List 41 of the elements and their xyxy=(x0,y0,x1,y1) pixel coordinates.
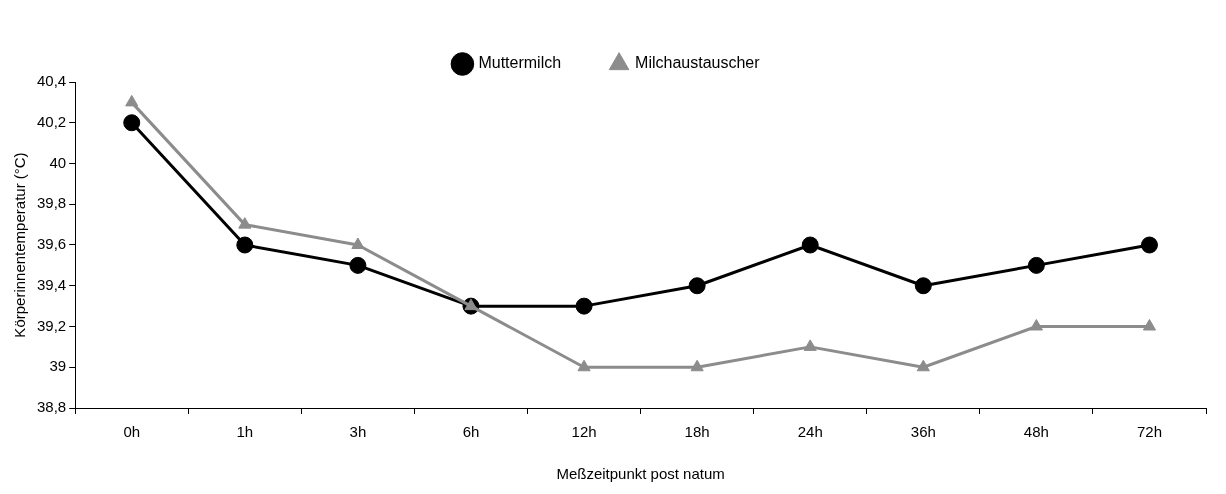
x-tick-label: 48h xyxy=(1023,423,1049,441)
y-axis-title: Körperinnentemperatur (°C) xyxy=(11,152,29,338)
y-tick-label: 39,4 xyxy=(36,275,67,293)
point xyxy=(1029,319,1043,331)
point xyxy=(575,297,593,315)
point xyxy=(688,277,706,295)
point xyxy=(236,236,254,254)
y-tick-label: 39 xyxy=(49,357,67,375)
point xyxy=(916,359,930,372)
x-axis-title: Meßzeitpunkt post natum xyxy=(556,465,725,483)
point xyxy=(1142,319,1157,331)
y-tick-label: 38,8 xyxy=(36,398,67,416)
y-tick-label: 39,6 xyxy=(36,235,67,253)
y-tick-label: 39,2 xyxy=(36,316,67,334)
x-tick-label: 24h xyxy=(797,423,823,441)
legend-label: Muttermilch xyxy=(478,54,562,72)
x-tick-label: 36h xyxy=(910,423,936,441)
point xyxy=(464,298,478,311)
x-tick-label: 1h xyxy=(236,423,254,441)
point xyxy=(577,359,591,372)
point xyxy=(1140,236,1158,254)
x-tick-label: 3h xyxy=(349,423,367,441)
x-tick-label: 18h xyxy=(684,423,710,441)
y-tick-label: 40,2 xyxy=(36,112,67,130)
x-tick-label: 0h xyxy=(123,423,141,441)
point xyxy=(238,217,252,229)
point xyxy=(690,359,704,372)
y-tick-label: 39,8 xyxy=(36,194,67,212)
y-tick-label: 40 xyxy=(49,153,67,171)
point xyxy=(1027,256,1045,274)
point xyxy=(123,114,141,132)
point xyxy=(349,256,367,274)
y-tick-label: 40,4 xyxy=(36,72,67,90)
point xyxy=(914,277,932,295)
x-tick-label: 12h xyxy=(571,423,597,441)
point xyxy=(803,339,817,351)
point xyxy=(351,237,365,249)
x-tick-label: 6h xyxy=(462,423,480,441)
x-tick-label: 72h xyxy=(1136,423,1162,441)
point xyxy=(801,236,819,254)
legend-label: Milchaustauscher xyxy=(635,54,761,72)
